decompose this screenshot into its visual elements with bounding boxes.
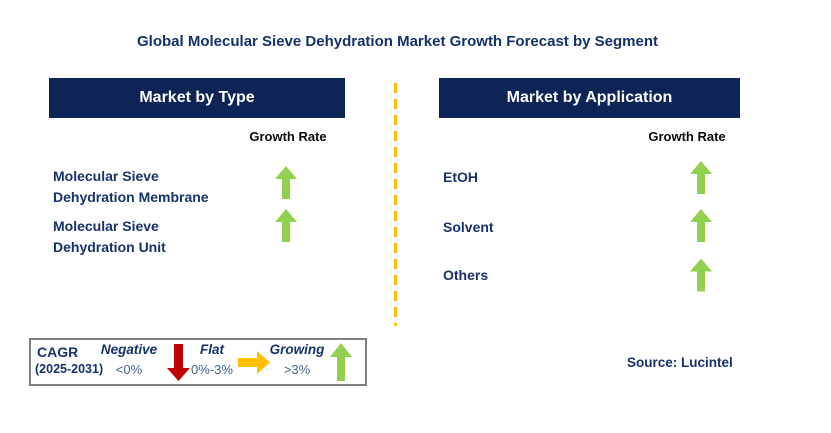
cagr-legend: CAGR (2025-2031) Negative <0% Flat 0%-3%… <box>29 338 367 386</box>
segment-label-etoh: EtOH <box>443 169 478 185</box>
panel-header-market-by-type: Market by Type <box>49 78 345 118</box>
up-arrow-icon <box>690 258 712 292</box>
legend-label-flat: Flat <box>199 342 224 357</box>
up-arrow-icon <box>275 209 297 242</box>
segment-label-line: Dehydration Unit <box>53 239 166 255</box>
source-credit: Source: Lucintel <box>627 355 733 370</box>
dashed-divider <box>394 83 397 326</box>
legend-range-flat: 0%-3% <box>191 362 233 377</box>
right-arrow-icon <box>238 351 270 374</box>
segment-label-others: Others <box>443 267 489 283</box>
up-arrow-icon <box>275 166 297 199</box>
segment-label-line: Molecular Sieve <box>53 168 159 184</box>
growth-rate-label-type: Growth Rate <box>249 129 327 144</box>
segment-label-solvent: Solvent <box>443 219 494 235</box>
up-arrow-icon <box>330 343 352 381</box>
segment-label-line: Molecular Sieve <box>53 218 159 234</box>
segment-label-unit: Molecular Sieve Dehydration Unit <box>53 216 273 258</box>
segment-label-line: Dehydration Membrane <box>53 189 209 205</box>
down-arrow-icon <box>167 344 190 381</box>
growth-rate-label-application: Growth Rate <box>648 129 726 144</box>
legend-label-growing: Growing <box>269 342 325 357</box>
legend-label-negative: Negative <box>100 342 158 357</box>
legend-cagr-years: (2025-2031) <box>35 362 104 376</box>
legend-cagr-title: CAGR <box>37 344 79 360</box>
page-title: Global Molecular Sieve Dehydration Marke… <box>137 33 658 50</box>
up-arrow-icon <box>690 209 712 242</box>
legend-range-growing: >3% <box>283 362 311 377</box>
panel-header-market-by-application: Market by Application <box>439 78 740 118</box>
segment-label-membrane: Molecular Sieve Dehydration Membrane <box>53 166 273 208</box>
legend-range-negative: <0% <box>115 362 143 377</box>
up-arrow-icon <box>690 161 712 194</box>
